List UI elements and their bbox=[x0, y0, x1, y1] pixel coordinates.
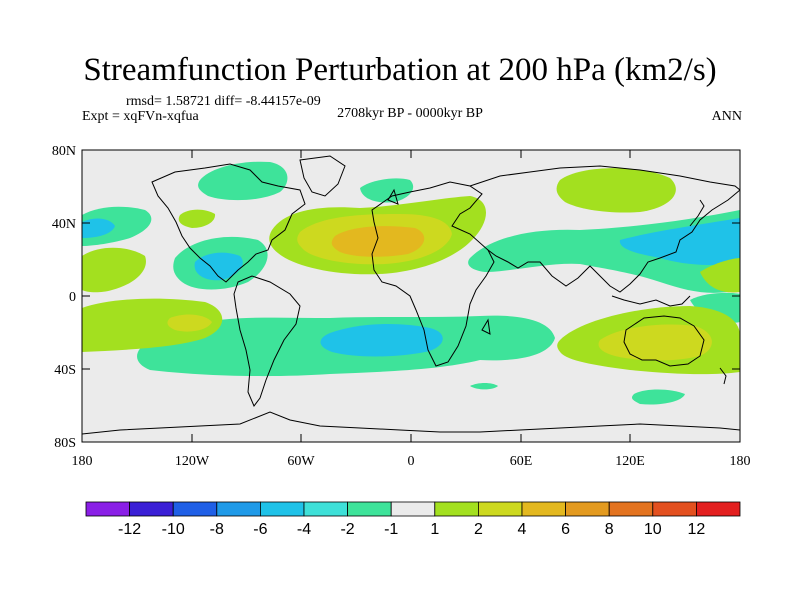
field-pos2-gulf bbox=[178, 209, 216, 228]
colorbar-swatch bbox=[390, 501, 436, 517]
colorbar-swatch bbox=[347, 501, 392, 517]
coast-uk bbox=[387, 188, 399, 205]
colorbar-label: -12 bbox=[118, 521, 141, 538]
colorbar-swatch bbox=[477, 501, 523, 517]
season-text: ANN bbox=[711, 109, 742, 124]
field-pos2-west-pacific-south bbox=[82, 298, 223, 352]
field-pos2-central-asia bbox=[556, 168, 676, 213]
field-pos2-east-asia bbox=[700, 258, 740, 293]
colorbar-label: 10 bbox=[644, 521, 662, 538]
colorbar-swatch bbox=[172, 501, 218, 517]
field-neg2-north-pacific bbox=[82, 206, 152, 246]
y-tick-label-40s: 40S bbox=[54, 363, 76, 378]
x-tick-label-60e: 60E bbox=[510, 454, 533, 469]
colorbar: -12 -10 -8 -6 -4 -2 -1 1 2 4 6 8 10 12 bbox=[85, 501, 741, 538]
x-tick-label-120w: 120W bbox=[175, 454, 210, 469]
colorbar-swatch bbox=[129, 501, 174, 517]
x-tick-label-60w: 60W bbox=[287, 454, 315, 469]
colorbar-label: 6 bbox=[561, 521, 570, 538]
x-tick-label-120e: 120E bbox=[615, 454, 645, 469]
axis-ticks bbox=[81, 149, 741, 443]
colorbar-label: 2 bbox=[474, 521, 483, 538]
coast-new-zealand bbox=[719, 367, 727, 385]
colorbar-swatch bbox=[434, 501, 479, 517]
colorbar-label: 12 bbox=[688, 521, 706, 538]
field-neg4-east-pacific bbox=[194, 252, 243, 281]
colorbar-label: -2 bbox=[340, 521, 354, 538]
colorbar-label: -4 bbox=[297, 521, 311, 538]
plot-title: Streamfunction Perturbation at 200 hPa (… bbox=[83, 52, 717, 88]
shaded-fields bbox=[82, 161, 740, 405]
coast-australia bbox=[623, 315, 705, 367]
coast-japan bbox=[689, 199, 705, 227]
field-pos4-australia bbox=[598, 324, 712, 361]
field-neg2-southern-indian bbox=[470, 383, 498, 390]
coast-madagascar bbox=[481, 318, 491, 335]
colorbar-swatch bbox=[85, 501, 130, 517]
coast-asia bbox=[469, 165, 740, 293]
colorbar-swatch bbox=[259, 501, 305, 517]
coastlines bbox=[82, 155, 740, 435]
colorbar-label: 8 bbox=[605, 521, 614, 538]
coast-south-america bbox=[233, 275, 301, 407]
colorbar-label: -6 bbox=[253, 521, 267, 538]
coast-greenland bbox=[299, 155, 346, 197]
y-tick-label-80n: 80N bbox=[52, 144, 76, 159]
period-text: 2708kyr BP - 0000kyr BP bbox=[337, 106, 483, 121]
field-neg2-southern-australia bbox=[632, 389, 685, 405]
colorbar-label: -8 bbox=[210, 521, 224, 538]
colorbar-label: -1 bbox=[384, 521, 398, 538]
field-neg2-dateline bbox=[690, 292, 740, 324]
stats-text: rmsd= 1.58721 diff= -8.44157e-09 bbox=[126, 94, 321, 109]
coast-north-america bbox=[151, 163, 306, 283]
colorbar-swatch bbox=[652, 501, 697, 517]
field-neg2-arctic-europe bbox=[360, 178, 414, 203]
colorbar-label: 1 bbox=[430, 521, 439, 538]
y-tick-label-40n: 40N bbox=[52, 217, 76, 232]
field-pos4-west-pacific-south bbox=[167, 314, 212, 332]
field-pos6-north-africa bbox=[331, 226, 425, 257]
y-tick-label-80s: 80S bbox=[54, 436, 76, 451]
colorbar-swatch bbox=[565, 501, 610, 517]
colorbar-swatch bbox=[521, 501, 566, 517]
field-neg4-north-pacific bbox=[82, 218, 115, 238]
x-tick-label-180w: 180 bbox=[72, 454, 93, 469]
x-tick-label-0: 0 bbox=[408, 454, 415, 469]
y-tick-label-0: 0 bbox=[69, 290, 76, 305]
experiment-text: Expt = xqFVn-xqfua bbox=[82, 109, 199, 124]
field-pos2-west-pacific-north bbox=[82, 247, 146, 293]
colorbar-swatch bbox=[696, 501, 741, 517]
colorbar-swatch bbox=[608, 501, 654, 517]
field-neg2-arctic-canada bbox=[198, 161, 288, 201]
colorbar-swatch bbox=[303, 501, 348, 517]
x-tick-label-180e: 180 bbox=[730, 454, 751, 469]
field-neg4-south-atlantic bbox=[320, 323, 443, 357]
colorbar-swatch bbox=[216, 501, 261, 517]
coast-antarctica bbox=[82, 411, 740, 435]
coast-southeast-asia bbox=[611, 295, 691, 307]
colorbar-label: 4 bbox=[518, 521, 527, 538]
colorbar-label: -10 bbox=[162, 521, 185, 538]
